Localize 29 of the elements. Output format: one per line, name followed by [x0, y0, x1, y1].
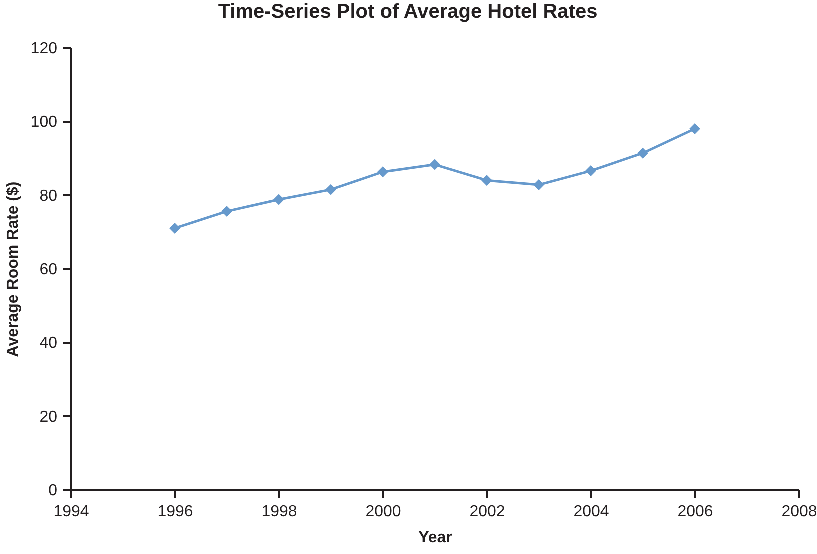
point: [378, 166, 388, 178]
x-tick-label: 1998: [262, 504, 298, 520]
point: [222, 206, 232, 218]
y-tick-label: 40: [40, 335, 58, 352]
x-tick-label: 1994: [54, 504, 90, 520]
chart-title: Time-Series Plot of Average Hotel Rates: [218, 1, 598, 23]
point: [534, 180, 544, 190]
y-axis-title: Average Room Rate ($): [4, 182, 22, 358]
y-tick-label: 120: [30, 40, 58, 58]
point: [638, 148, 648, 159]
point: [690, 124, 700, 135]
point: [430, 159, 440, 170]
y-tick-label: 60: [40, 262, 58, 278]
point: [274, 194, 284, 206]
y-tick-label: 100: [30, 114, 58, 132]
point: [586, 166, 596, 176]
y-tick-label: 20: [40, 408, 58, 426]
x-tick-label: 1996: [158, 504, 194, 520]
x-axis-title: Year: [418, 530, 452, 546]
x-tick-label: 2002: [470, 504, 506, 520]
y-tick-label: 80: [40, 188, 58, 205]
x-tick-label: 2006: [678, 504, 714, 520]
point: [170, 223, 180, 234]
y-tick-label: 0: [48, 482, 58, 500]
point: [326, 184, 336, 196]
x-tick-label: 2008: [782, 504, 817, 520]
x-tick-label: 2000: [366, 504, 402, 520]
x-tick-label: 2004: [574, 504, 610, 520]
point: [482, 175, 492, 186]
